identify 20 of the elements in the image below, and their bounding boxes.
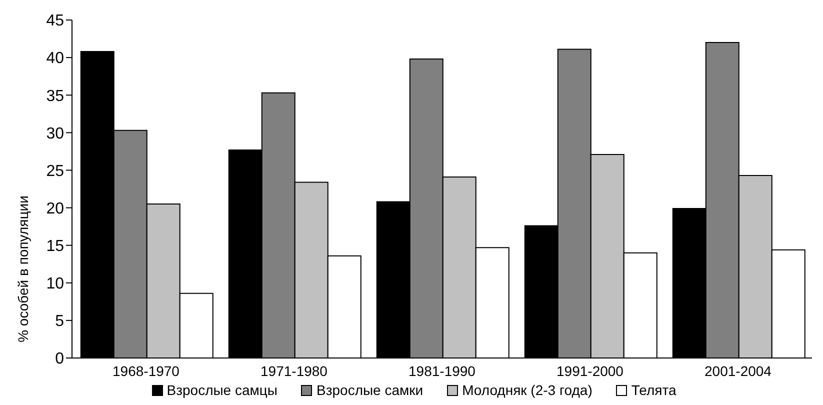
y-tick-label: 0 <box>55 350 64 368</box>
x-tick-label: 1971-1980 <box>260 362 328 379</box>
y-tick-label: 25 <box>46 162 64 180</box>
y-tick-label: 10 <box>46 276 64 293</box>
y-tick-label: 30 <box>46 125 64 142</box>
x-tick-label: 2001-2004 <box>704 362 772 379</box>
y-tick-label: 20 <box>46 200 64 218</box>
legend-label: Взрослые самцы <box>166 382 278 398</box>
x-tick-label: 1981-1990 <box>408 362 476 379</box>
y-tick-label: 35 <box>46 88 64 105</box>
legend-label: Взрослые самки <box>316 382 424 398</box>
x-tick-label: 1968-1970 <box>112 362 180 379</box>
y-tick-label: 5 <box>55 313 64 330</box>
y-tick-label: 15 <box>46 238 64 256</box>
legend-label: Телята <box>631 382 676 398</box>
legend-label: Молодняк (2-3 года) <box>462 382 592 398</box>
y-axis-title: % особей в популяции <box>14 196 31 342</box>
x-tick-label: 1991-2000 <box>556 362 624 379</box>
y-tick-label: 40 <box>46 50 64 68</box>
y-tick-label: 45 <box>46 12 64 30</box>
